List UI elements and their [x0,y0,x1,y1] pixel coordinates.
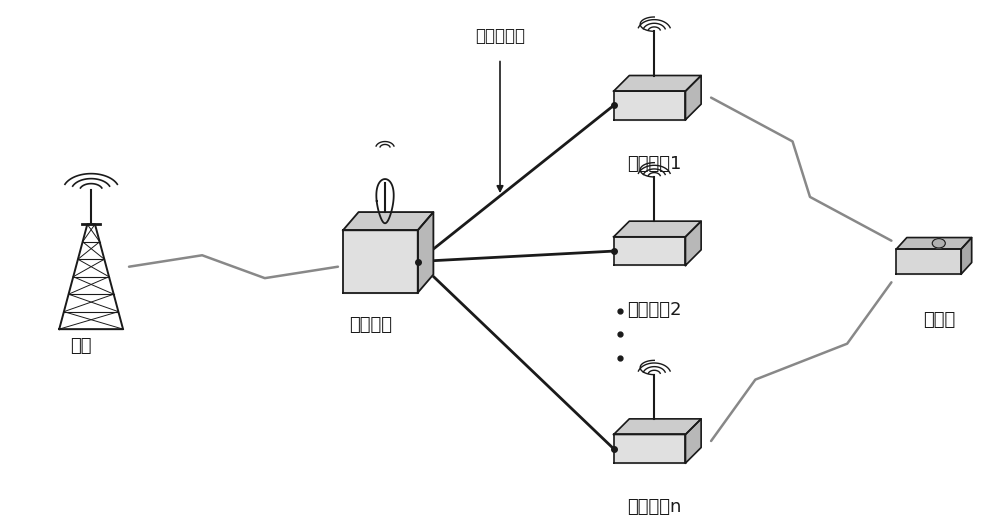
Polygon shape [343,212,433,230]
Polygon shape [614,435,685,463]
Polygon shape [418,212,433,293]
Polygon shape [343,230,418,293]
Text: 远端单刱2: 远端单刱2 [627,301,682,319]
Text: 近端单元: 近端单元 [349,316,392,334]
Polygon shape [685,75,701,120]
Polygon shape [961,237,972,274]
Text: 远端单元n: 远端单元n [627,498,682,516]
Polygon shape [614,221,701,237]
Text: 基站: 基站 [70,337,92,355]
Polygon shape [896,249,961,274]
Ellipse shape [932,238,945,248]
Text: 用户端: 用户端 [923,311,955,329]
Text: 远端单刱1: 远端单刱1 [627,155,682,173]
Polygon shape [614,237,685,265]
Polygon shape [614,75,701,91]
Polygon shape [614,91,685,120]
Polygon shape [614,419,701,435]
Text: 光纤或电缆: 光纤或电缆 [475,27,525,46]
Polygon shape [685,419,701,463]
Polygon shape [896,237,972,249]
Polygon shape [685,221,701,265]
